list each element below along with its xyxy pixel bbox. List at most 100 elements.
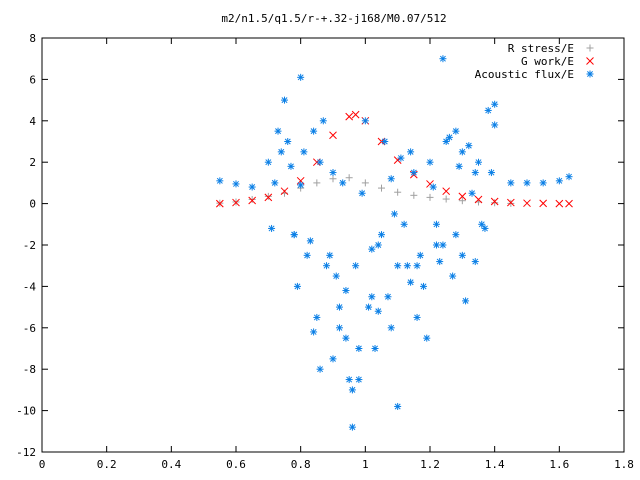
y-tick-label: 2	[29, 156, 36, 169]
data-point	[335, 303, 343, 311]
legend-marker	[586, 57, 594, 65]
data-point	[394, 262, 402, 270]
data-point	[342, 334, 350, 342]
data-point	[490, 197, 499, 206]
data-point	[329, 169, 337, 177]
y-tick-label: -12	[16, 446, 36, 459]
data-point	[416, 251, 424, 259]
data-point	[445, 133, 453, 141]
data-point	[507, 179, 515, 187]
data-point	[565, 199, 573, 208]
data-point	[407, 148, 415, 156]
data-point	[329, 175, 337, 183]
data-point	[348, 386, 356, 394]
data-point	[326, 251, 334, 259]
data-point	[420, 282, 428, 290]
data-point	[462, 297, 470, 305]
axis-ticks: 0 0.2 0.4 0.6 0.8 1 1.2 1.4 1.6 1.8 8 6 4 2 0 -2 -4 -6 -8 -…	[16, 32, 634, 471]
y-tick-label: -2	[23, 239, 36, 252]
data-point	[381, 138, 389, 145]
data-point	[316, 158, 324, 166]
data-point	[232, 180, 240, 188]
data-point	[387, 175, 395, 183]
data-point	[465, 142, 473, 150]
data-point	[390, 210, 398, 218]
data-point	[439, 55, 447, 63]
data-point	[555, 199, 564, 208]
data-point	[426, 158, 434, 166]
data-point	[436, 258, 444, 266]
data-point	[432, 241, 440, 249]
y-tick-label: -4	[23, 280, 37, 293]
data-point	[487, 169, 495, 177]
data-point	[361, 179, 369, 187]
data-point	[449, 272, 457, 280]
legend-marker	[586, 44, 594, 52]
data-point	[413, 313, 421, 321]
data-point	[306, 237, 314, 245]
data-point	[348, 423, 356, 431]
data-point	[539, 199, 548, 208]
data-point	[280, 187, 289, 196]
data-point	[264, 192, 272, 200]
data-point	[484, 106, 492, 114]
y-tick-label: 6	[29, 73, 36, 86]
data-point	[403, 262, 411, 270]
data-point	[361, 117, 369, 125]
data-point	[442, 187, 451, 196]
data-point	[523, 179, 531, 187]
data-point	[293, 282, 301, 290]
legend-label: R stress/E	[508, 42, 574, 55]
y-tick-label: 0	[29, 198, 36, 211]
series-1	[215, 110, 573, 208]
data-point	[345, 174, 353, 182]
data-point	[274, 127, 282, 135]
legend-marker	[586, 70, 594, 78]
data-point	[491, 100, 499, 108]
data-point	[491, 199, 499, 207]
legend-label: G work/E	[521, 55, 574, 68]
data-point	[277, 148, 285, 156]
data-point	[271, 179, 279, 187]
data-point	[316, 365, 324, 373]
data-point	[394, 402, 402, 410]
data-point	[407, 278, 415, 286]
data-point	[387, 324, 395, 332]
data-point	[565, 173, 573, 181]
data-point	[313, 313, 321, 321]
data-point	[310, 328, 318, 336]
data-point	[371, 345, 379, 352]
data-point	[458, 192, 467, 201]
data-point	[439, 241, 447, 249]
data-point	[368, 245, 376, 253]
data-point	[507, 199, 515, 207]
y-tick-label: 8	[29, 32, 36, 45]
x-tick-label: 1.8	[614, 458, 634, 471]
data-point	[458, 197, 466, 205]
series-layer	[215, 55, 573, 431]
data-point	[426, 193, 434, 201]
data-point	[384, 293, 392, 301]
data-point	[410, 191, 418, 199]
data-point	[351, 110, 360, 119]
data-point	[452, 231, 460, 239]
data-point	[394, 188, 402, 196]
data-point	[352, 262, 360, 270]
y-tick-label: 4	[29, 115, 36, 128]
data-point	[281, 96, 288, 104]
data-point	[455, 162, 463, 170]
data-point	[539, 179, 547, 187]
data-point	[339, 179, 347, 187]
x-tick-label: 0.4	[161, 458, 181, 471]
x-tick-label: 0.6	[226, 458, 246, 471]
data-point	[216, 177, 224, 185]
data-point	[410, 169, 418, 177]
data-point	[506, 198, 515, 207]
data-point	[374, 307, 382, 315]
x-tick-label: 0.2	[97, 458, 117, 471]
data-point	[215, 199, 224, 208]
data-point	[345, 112, 354, 121]
data-point	[300, 148, 308, 156]
